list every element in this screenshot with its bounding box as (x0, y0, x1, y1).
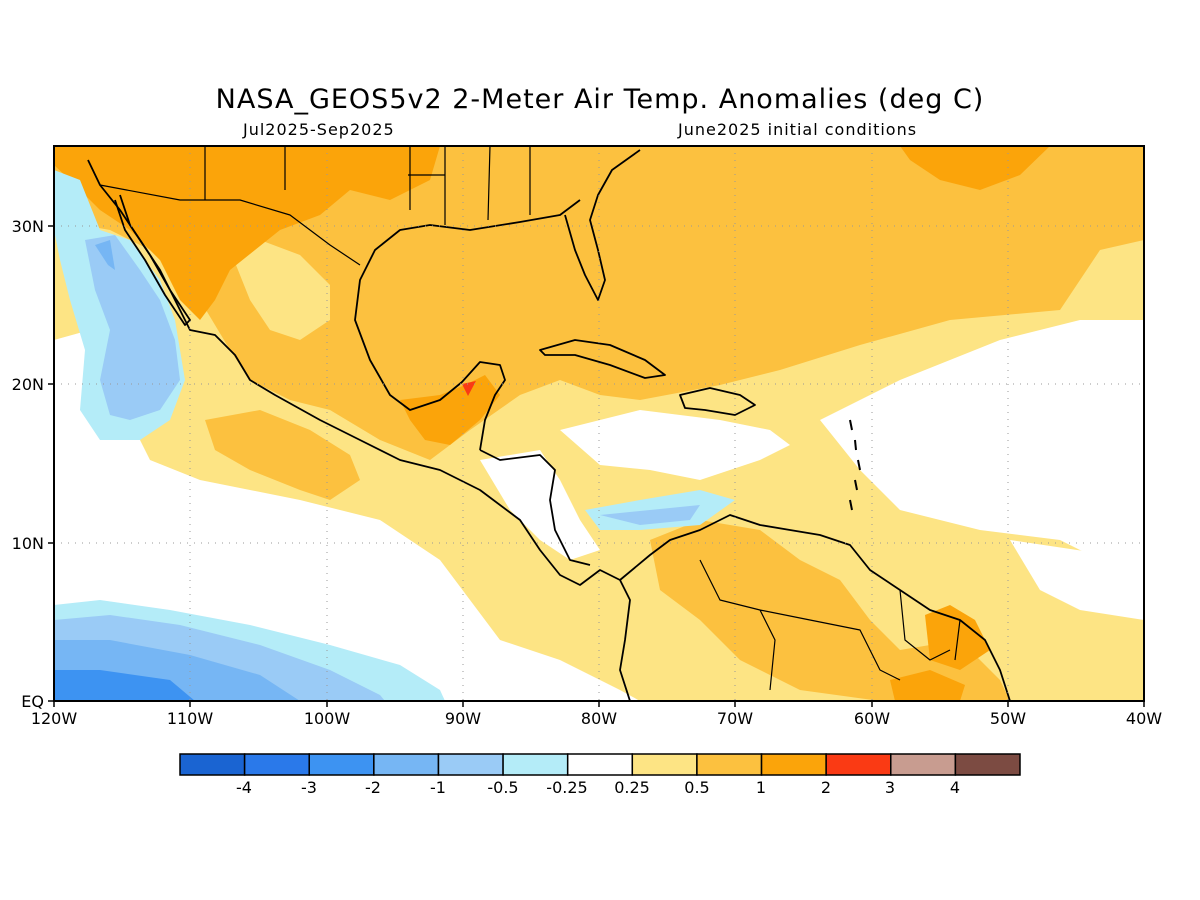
anomaly-band-05-1-southamerica (650, 520, 1010, 701)
anomaly-band-1-2-atlantic (900, 146, 1050, 190)
colorbar-label: 1 (756, 778, 766, 797)
colorbar-label: -1 (430, 778, 446, 797)
baja-california-coastline (114, 194, 191, 326)
colorbar-label: 0.25 (614, 778, 650, 797)
lon-label: 110W (167, 709, 214, 728)
colorbar-label: 2 (821, 778, 831, 797)
anomaly-band-neg-05-1-colombia (600, 505, 700, 525)
coastlines (87, 146, 1011, 701)
anomaly-band-1-2-brazil (890, 670, 965, 701)
anomaly-band-neutral-caribbean (560, 410, 790, 480)
lat-label: 20N (12, 375, 44, 394)
anomaly-band-neutral-east-pacific (54, 330, 640, 701)
colorbar-swatch (179, 753, 246, 776)
south-america-coastline (619, 514, 1011, 701)
gulf-coastline (354, 199, 581, 451)
anomaly-band-neg-05-1-baja (85, 235, 180, 420)
lon-label: 100W (304, 709, 351, 728)
colorbar-label: -0.25 (546, 778, 587, 797)
forecast-period: Jul2025-Sep2025 (243, 120, 395, 139)
lon-label: 80W (581, 709, 617, 728)
colorbar-label: -2 (365, 778, 381, 797)
colorbar-label: -3 (301, 778, 317, 797)
lon-label: 120W (31, 709, 78, 728)
axis-ticks (48, 225, 1145, 707)
initial-conditions-label: June2025 initial conditions (678, 120, 918, 139)
anomaly-band-1-2-yucatan (400, 375, 500, 445)
cuba-outline (539, 339, 666, 379)
colorbar-swatch (890, 753, 957, 776)
lon-label: 60W (854, 709, 890, 728)
gridlines (54, 146, 1144, 701)
colorbar-swatch (243, 753, 310, 776)
south-america-borders (699, 559, 961, 691)
anomaly-band-05-1-pacific (205, 410, 360, 500)
colorbar-swatch (760, 753, 827, 776)
colorbar-swatch (825, 753, 892, 776)
latitude-labels: EQ 10N 20N 30N (12, 217, 44, 711)
colorbar-swatch (954, 753, 1021, 776)
colorbar-swatch (566, 753, 634, 776)
colorbar-label: 0.5 (684, 778, 709, 797)
colorbar-label: -4 (236, 778, 252, 797)
lon-label: 90W (445, 709, 481, 728)
florida-coastline (564, 149, 641, 301)
lon-label: 50W (990, 709, 1026, 728)
lon-label: 70W (717, 709, 753, 728)
map-title: NASA_GEOS5v2 2-Meter Air Temp. Anomalies… (215, 84, 985, 115)
anomaly-band-neutral-southeast (1010, 540, 1144, 620)
lon-label: 40W (1126, 709, 1162, 728)
colorbar-swatch (437, 753, 504, 776)
lesser-antilles (849, 419, 861, 511)
anomaly-field (54, 146, 1144, 701)
central-america-caribbean-coastline (479, 449, 591, 566)
us-mexico-border (99, 184, 361, 266)
colorbar-labels: -4 -3 -2 -1 -0.5 -0.25 0.25 0.5 1 2 3 4 (236, 778, 960, 797)
anomaly-band-neg-2-3-eq-pacific (54, 670, 195, 701)
anomaly-band-025-05-mexico (230, 240, 330, 340)
us-state-borders (204, 146, 531, 225)
colorbar (179, 753, 1021, 776)
longitude-labels: 120W 110W 100W 90W 80W 70W 60W 50W 40W (31, 709, 1162, 728)
lat-label: 30N (12, 217, 44, 236)
lat-label: EQ (21, 692, 44, 711)
colorbar-label: 3 (885, 778, 895, 797)
lat-label: 10N (12, 534, 44, 553)
anomaly-band-neutral-central-america (480, 450, 600, 560)
colorbar-swatch (696, 753, 763, 776)
colorbar-swatch (631, 753, 698, 776)
colorbar-swatch (502, 753, 569, 776)
hispaniola-outline (679, 387, 756, 416)
anomaly-band-1-2-southwest (54, 146, 440, 320)
pacific-coastline (87, 159, 631, 701)
colorbar-swatch (308, 753, 375, 776)
anomaly-band-05-1-north (54, 146, 1144, 460)
colorbar-label: -0.5 (487, 778, 518, 797)
anomaly-band-neg-1-2-baja (95, 240, 115, 270)
anomaly-band-2-3-yucatan (462, 381, 476, 396)
anomaly-band-neutral-atlantic (820, 320, 1144, 560)
colorbar-swatch (373, 753, 440, 776)
colorbar-label: 4 (950, 778, 960, 797)
